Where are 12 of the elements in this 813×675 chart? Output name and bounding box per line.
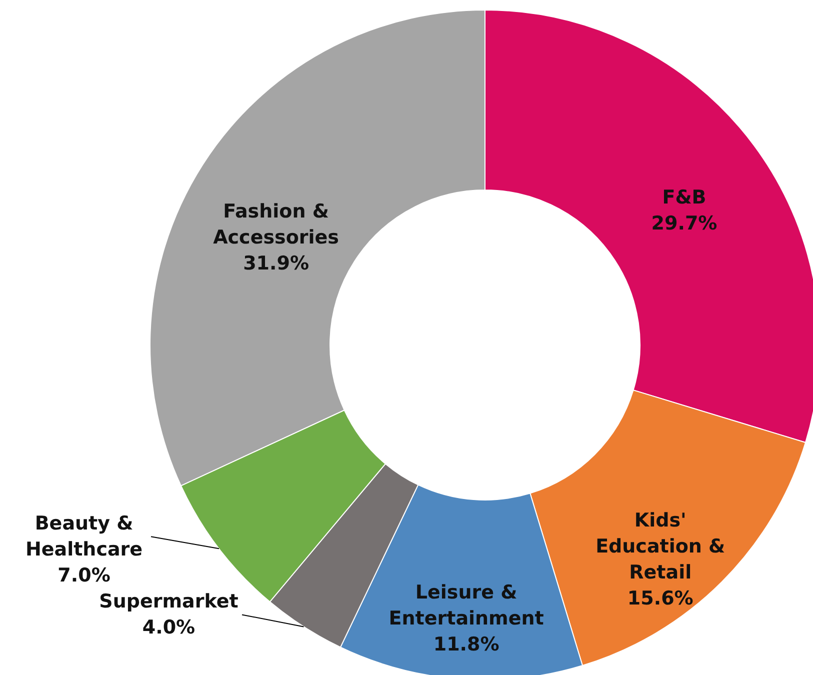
slice-label: Kids' Education & Retail <box>596 509 726 584</box>
slice-label: Fashion & Accessories <box>213 200 339 248</box>
slice-label: Beauty & Healthcare <box>25 512 143 561</box>
slice-label: F&B <box>662 186 706 208</box>
data-label: 7.0% <box>58 564 110 587</box>
data-label: 11.8% <box>433 633 500 656</box>
data-label: 31.9% <box>243 252 309 274</box>
slice-label: Supermarket <box>99 590 238 613</box>
data-label: 15.6% <box>627 587 694 610</box>
data-label: 29.7% <box>651 212 718 234</box>
data-label: 4.0% <box>142 616 196 639</box>
slice-label: Leisure & Entertainment <box>388 581 544 630</box>
